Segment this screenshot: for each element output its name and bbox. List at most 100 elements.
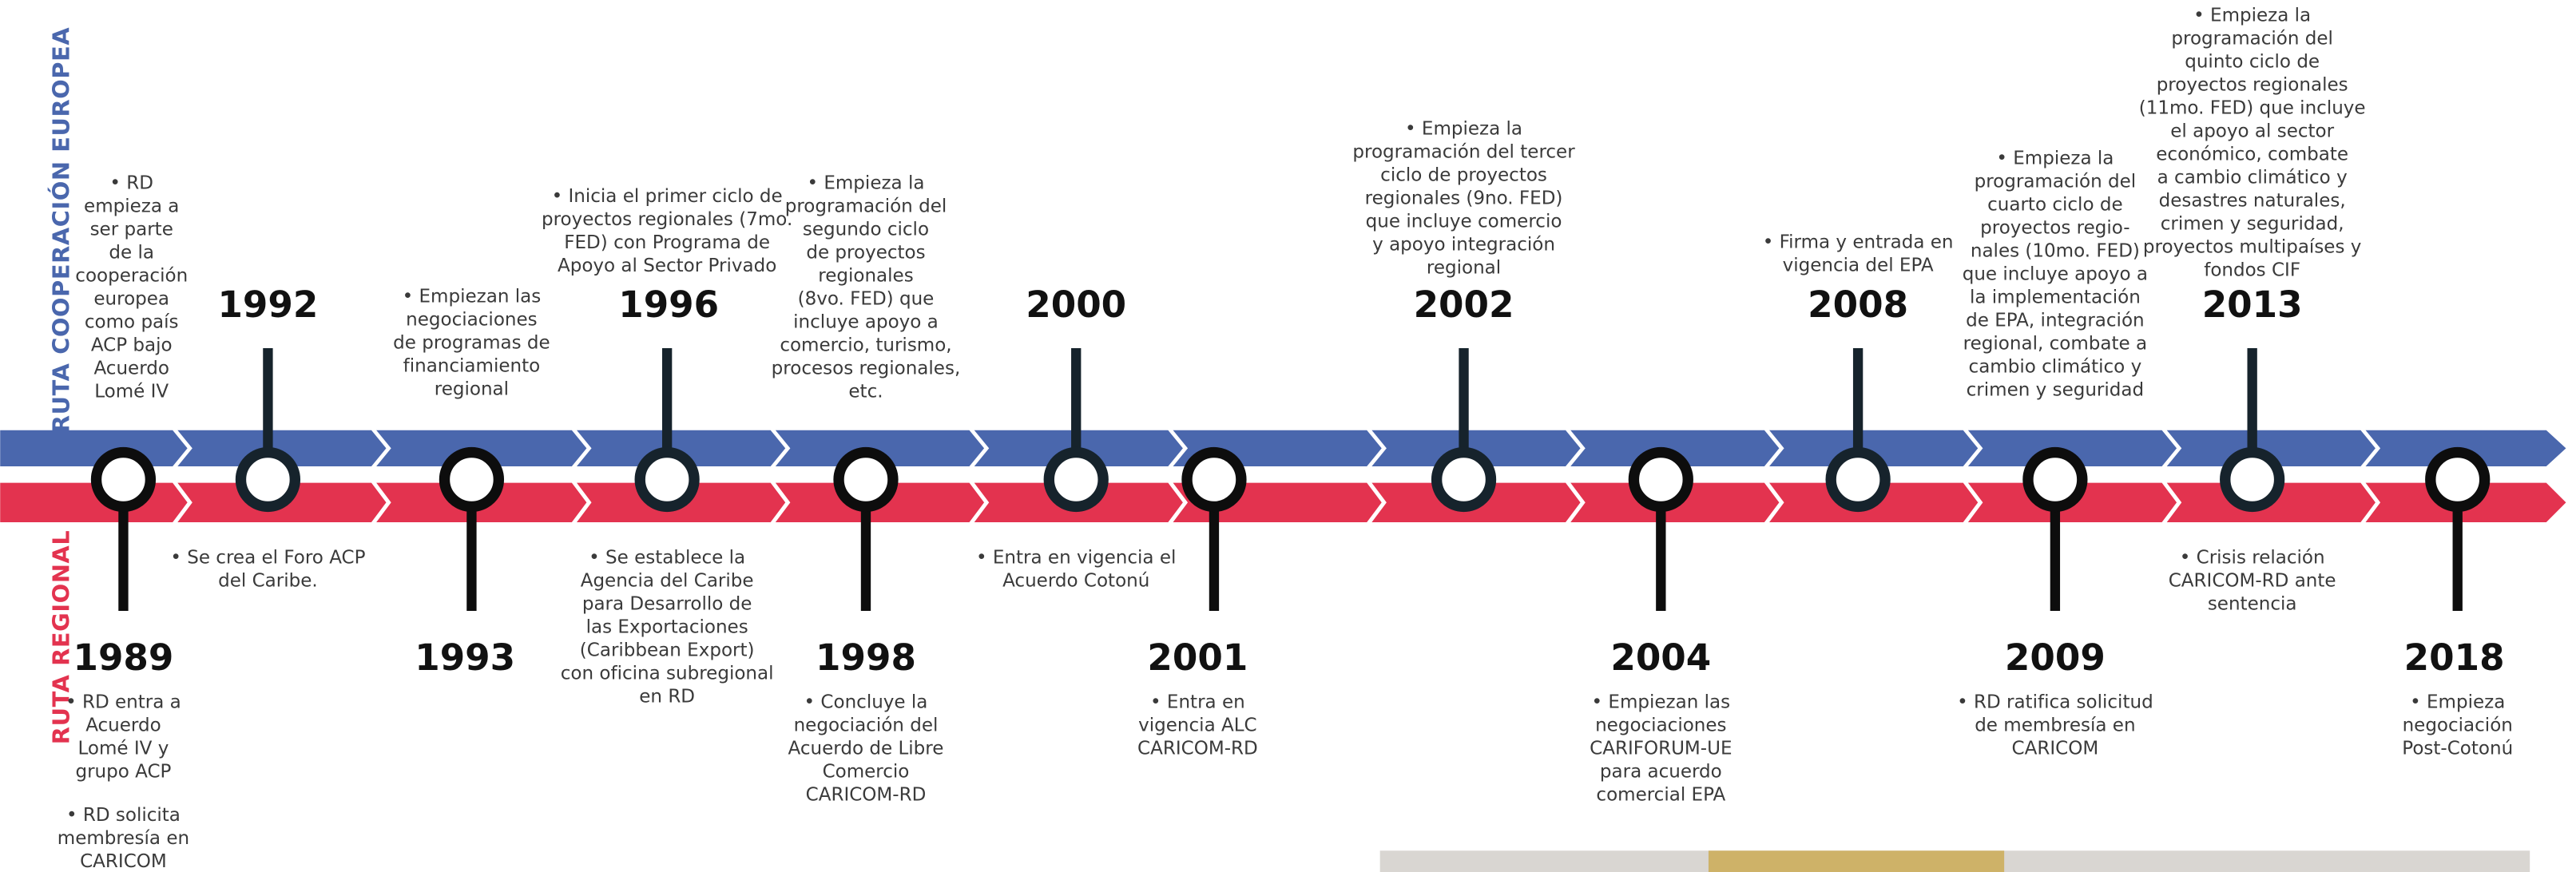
note-line: cuarto ciclo de bbox=[1987, 195, 2123, 216]
note-line: regionales bbox=[818, 265, 913, 286]
year-label: 1992 bbox=[217, 283, 318, 326]
note-line: • Se crea el Foro ACP bbox=[170, 547, 365, 568]
note-line: ACP bajo bbox=[91, 335, 173, 355]
note-line: • RD solicita bbox=[66, 805, 181, 826]
note-line: procesos regionales, bbox=[772, 358, 961, 379]
note-line: comercial EPA bbox=[1596, 784, 1725, 805]
note-line: CARICOM bbox=[80, 851, 167, 872]
note-line: grupo ACP bbox=[75, 761, 171, 782]
note-line: programación del tercer bbox=[1352, 142, 1575, 163]
year-label: 1996 bbox=[618, 283, 719, 326]
milestone-node bbox=[444, 453, 498, 507]
note-line: segundo ciclo bbox=[803, 219, 929, 240]
note-line: crimen y seguridad, bbox=[2161, 214, 2344, 235]
note-line: (8vo. FED) que bbox=[798, 288, 935, 309]
note-line: Apoyo al Sector Privado bbox=[558, 256, 776, 276]
year-label: 2018 bbox=[2404, 636, 2505, 679]
note-line: CARICOM bbox=[2012, 738, 2099, 759]
note-line: • Empieza la bbox=[1996, 149, 2114, 169]
year-label: 2009 bbox=[2005, 636, 2106, 679]
europe-route-label: RUTA COOPERACIÓN EUROPEA bbox=[48, 27, 75, 433]
note-line: Post-Cotonú bbox=[2402, 738, 2513, 759]
note-line: proyectos regionales (7mo. bbox=[542, 209, 792, 230]
milestone-node bbox=[2028, 453, 2082, 507]
note-line: CARICOM-RD ante bbox=[2169, 570, 2336, 591]
year-label: 2001 bbox=[1147, 636, 1248, 679]
note-line: comercio, turismo, bbox=[780, 335, 951, 355]
note-line: de membresía en bbox=[1975, 715, 2135, 735]
note-line: ciclo de proyectos bbox=[1380, 165, 1547, 186]
note-line: cooperación bbox=[75, 265, 188, 286]
note-line: Acuerdo bbox=[93, 358, 169, 379]
note-line: FED) con Programa de bbox=[564, 232, 770, 253]
note-line: negociaciones bbox=[1595, 715, 1726, 735]
note-line: programación del bbox=[1975, 172, 2137, 192]
year-label: 2008 bbox=[1808, 283, 1908, 326]
note-line: incluye apoyo a bbox=[793, 311, 939, 332]
milestone-node bbox=[1049, 453, 1103, 507]
note-line: Lomé IV y bbox=[78, 738, 169, 759]
note-line: desastres naturales, bbox=[2159, 191, 2346, 212]
milestone-node bbox=[1831, 453, 1885, 507]
note-line: de la bbox=[109, 242, 154, 263]
route-bands bbox=[0, 430, 2566, 522]
year-label: 2013 bbox=[2202, 283, 2303, 326]
note-line: de proyectos bbox=[806, 242, 925, 263]
note-line: a cambio climático y bbox=[2157, 168, 2348, 188]
note-line: CARIFORUM-UE bbox=[1590, 738, 1732, 759]
note-line: proyectos regio- bbox=[1980, 218, 2129, 239]
year-label: 1998 bbox=[816, 636, 916, 679]
milestone-node bbox=[640, 453, 694, 507]
note-line: crimen y seguridad bbox=[1967, 380, 2144, 401]
note-line: que incluye comercio bbox=[1366, 212, 1562, 232]
year-label: 2000 bbox=[1026, 283, 1126, 326]
note-line: membresía en bbox=[58, 828, 189, 849]
note-line: cambio climático y bbox=[1969, 357, 2142, 378]
note-line: • Empieza la bbox=[1405, 119, 1522, 140]
milestone-node bbox=[1437, 453, 1491, 507]
note-line: • RD bbox=[109, 172, 153, 193]
milestone-node bbox=[2431, 453, 2485, 507]
note-line: • Crisis relación bbox=[2180, 547, 2325, 568]
note-line: fondos CIF bbox=[2204, 260, 2300, 281]
note-line: • RD entra a bbox=[65, 692, 181, 712]
note-line: Acuerdo de Libre bbox=[788, 738, 944, 759]
note-line: del Caribe. bbox=[218, 570, 318, 591]
milestone-node bbox=[1633, 453, 1688, 507]
page: { "labels": {"europe": "RUTA COOPERACIÓN… bbox=[0, 0, 2576, 872]
note-line: vigencia del EPA bbox=[1783, 256, 1934, 276]
note-line: de EPA, integración bbox=[1966, 311, 2144, 331]
note-line: • Concluye la bbox=[804, 692, 928, 712]
note-line: con oficina subregional bbox=[561, 663, 774, 684]
milestone-node bbox=[97, 453, 151, 507]
year-label: 2004 bbox=[1610, 636, 1711, 679]
note-line: regional bbox=[1427, 258, 1501, 279]
note-line: Agencia del Caribe bbox=[581, 570, 754, 591]
note-line: (Caribbean Export) bbox=[580, 640, 755, 660]
note-line: negociaciones bbox=[406, 309, 537, 330]
note-line: que incluye apoyo a bbox=[1963, 264, 2148, 285]
note-line: • Empieza la bbox=[2193, 6, 2311, 26]
note-line: económico, combate bbox=[2156, 145, 2348, 165]
year-label: 1993 bbox=[415, 636, 515, 679]
year-label: 1989 bbox=[73, 636, 173, 679]
note-line: (11mo. FED) que incluye bbox=[2139, 98, 2366, 119]
note-line: • Se establece la bbox=[589, 547, 745, 568]
note-line: proyectos regionales bbox=[2157, 75, 2348, 96]
note-line: vigencia ALC bbox=[1138, 715, 1256, 735]
note-line: como país bbox=[85, 311, 179, 332]
note-line: sentencia bbox=[2208, 593, 2297, 614]
note-line: nales (10mo. FED) bbox=[1971, 241, 2140, 262]
note-line: etc. bbox=[848, 381, 883, 402]
note-line: CARICOM-RD bbox=[1137, 738, 1258, 759]
note-line: proyectos multipaíses y bbox=[2143, 237, 2362, 258]
note-line: • Empieza bbox=[2410, 692, 2505, 712]
photo-flags bbox=[1709, 850, 2004, 872]
note-line: • Empieza la bbox=[807, 172, 924, 193]
note-line: • RD ratifica solicitud bbox=[1957, 692, 2153, 712]
milestone-node bbox=[839, 453, 893, 507]
note-line: financiamiento bbox=[403, 355, 541, 376]
note-line: regional bbox=[435, 379, 509, 399]
note-line: programación del bbox=[2171, 29, 2333, 50]
note-line: negociación del bbox=[794, 715, 939, 735]
